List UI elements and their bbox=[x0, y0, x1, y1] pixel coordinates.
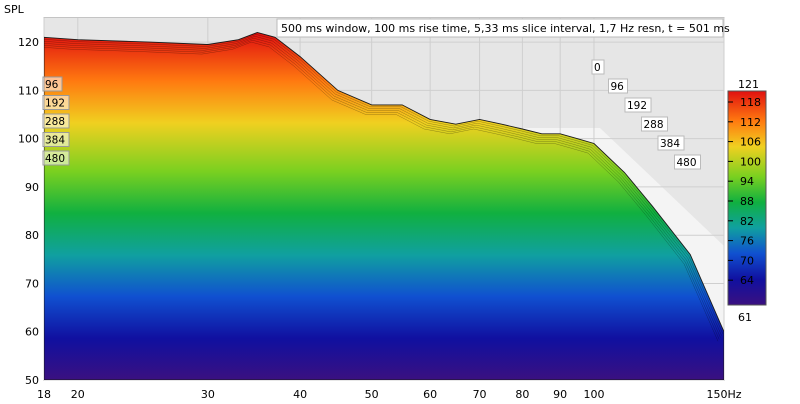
y-tick-label: 80 bbox=[25, 229, 39, 242]
slice-time-label: 0 bbox=[594, 62, 601, 74]
axes: 18 20 30 40 50 60 70 80 90 100 150Hz 50 60 70 80 90 100 1… bbox=[18, 36, 742, 401]
x-tick-label: 100 bbox=[583, 388, 604, 401]
slice-time-label-left: 384 bbox=[45, 135, 65, 147]
colorbar-tick-label: 82 bbox=[740, 215, 754, 228]
slice-0 bbox=[44, 32, 724, 380]
y-tick-label: 110 bbox=[18, 84, 39, 97]
slice-time-label-left: 96 bbox=[45, 79, 59, 91]
slice-tag-box-left bbox=[42, 113, 70, 129]
slice-time-label: 288 bbox=[644, 119, 664, 131]
colorbar-tick-label: 94 bbox=[740, 175, 754, 188]
colorbar-min-label: 61 bbox=[738, 311, 752, 324]
x-tick-label: 50 bbox=[365, 388, 379, 401]
x-tick-label: 20 bbox=[71, 388, 85, 401]
x-tick-label: 18 bbox=[37, 388, 51, 401]
slice-tag-box-left bbox=[42, 76, 63, 92]
x-tick-label: 60 bbox=[423, 388, 437, 401]
colorbar-gradient bbox=[727, 90, 767, 306]
slice-time-label: 480 bbox=[677, 157, 697, 169]
colorbar-tick-label: 112 bbox=[740, 116, 761, 129]
colorbar-tick-label: 118 bbox=[740, 96, 761, 109]
x-tick-label: 90 bbox=[553, 388, 567, 401]
slice-tag-box bbox=[591, 59, 605, 75]
slice-time-label-left: 480 bbox=[45, 153, 65, 165]
x-tick-label: 70 bbox=[473, 388, 487, 401]
y-tick-label: 90 bbox=[25, 181, 39, 194]
slice-tag-box bbox=[641, 116, 668, 132]
slice-time-label-left: 288 bbox=[45, 116, 65, 128]
chart-title: 500 ms window, 100 ms rise time, 5,33 ms… bbox=[281, 22, 730, 35]
colorbar-tick-label: 70 bbox=[740, 254, 754, 267]
slice-tag-box bbox=[674, 154, 701, 170]
x-tick-label: 80 bbox=[515, 388, 529, 401]
color-scale: 121 61 118 112 106 100 94 88 82 76 70 64 bbox=[727, 78, 767, 324]
colorbar-tick-label: 76 bbox=[740, 235, 754, 248]
slice-time-label: 384 bbox=[660, 138, 680, 150]
slice-tag-box-left bbox=[42, 95, 70, 110]
slice-time-label: 96 bbox=[611, 81, 625, 93]
slice-0-contour bbox=[44, 41, 719, 342]
y-tick-label: 60 bbox=[25, 326, 39, 339]
x-tick-label: 30 bbox=[201, 388, 215, 401]
colorbar-tick-label: 100 bbox=[740, 155, 761, 168]
waterfall-slices bbox=[44, 32, 724, 380]
y-tick-label: 50 bbox=[25, 374, 39, 387]
slice-tag-box bbox=[624, 97, 652, 113]
slice-tag-box-left bbox=[42, 132, 70, 147]
x-tick-label: 40 bbox=[293, 388, 307, 401]
slice-0-contour bbox=[44, 34, 723, 334]
y-tick-label: 70 bbox=[25, 277, 39, 290]
colorbar-max-label: 121 bbox=[738, 78, 759, 91]
y-tick-label: 120 bbox=[18, 36, 39, 49]
slice-0-contour bbox=[44, 36, 722, 336]
title-box bbox=[276, 18, 724, 38]
slice-tag-box bbox=[657, 135, 685, 151]
slice-0-contour bbox=[44, 37, 721, 338]
slice-tag-box bbox=[608, 78, 628, 94]
colorbar-tick-label: 106 bbox=[740, 136, 761, 149]
colorbar-tick-label: 88 bbox=[740, 195, 754, 208]
x-tick-label: 150Hz bbox=[706, 388, 741, 401]
colorbar-tick-label: 64 bbox=[740, 274, 754, 287]
y-axis-label: SPL bbox=[4, 3, 25, 16]
y-tick-label: 100 bbox=[18, 133, 39, 146]
slice-0-contour bbox=[44, 39, 720, 340]
slice-tag-box-left bbox=[42, 150, 70, 166]
slice-time-label: 192 bbox=[627, 100, 647, 112]
slice-time-label-left: 192 bbox=[45, 98, 65, 110]
